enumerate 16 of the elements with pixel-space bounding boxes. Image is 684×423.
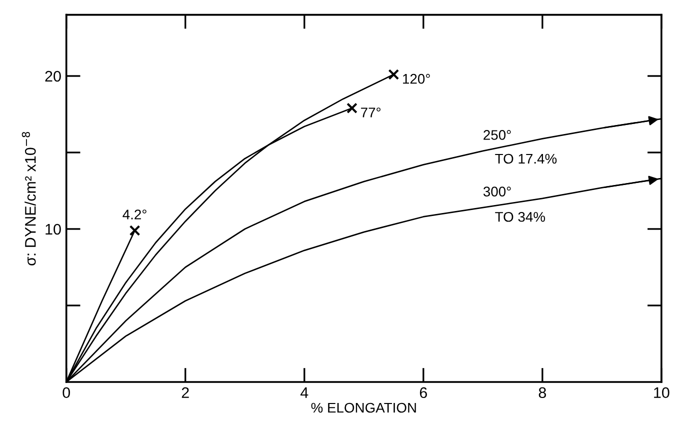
series-label: 4.2° [122, 210, 146, 220]
x-tick-label: 10 [654, 387, 670, 398]
series-label: 300° [483, 186, 511, 196]
series-label: 120° [403, 74, 430, 84]
series-label: 77° [361, 108, 380, 118]
y-tick-label: 20 [45, 70, 61, 82]
series-label: 250° [484, 130, 511, 140]
annotation: TO 17.4% [495, 154, 557, 164]
annotation: TO 34% [495, 212, 546, 222]
x-tick-label: 0 [62, 387, 70, 398]
x-axis-title: % ELONGATION [311, 402, 416, 413]
x-tick-label: 8 [538, 387, 546, 398]
x-tick-label: 2 [182, 387, 189, 398]
y-axis-title: σ: DYNE/cm² x10$^{−8}$ [22, 132, 36, 266]
x-tick-label: 4 [300, 387, 308, 398]
x-tick-label: 6 [420, 387, 427, 398]
